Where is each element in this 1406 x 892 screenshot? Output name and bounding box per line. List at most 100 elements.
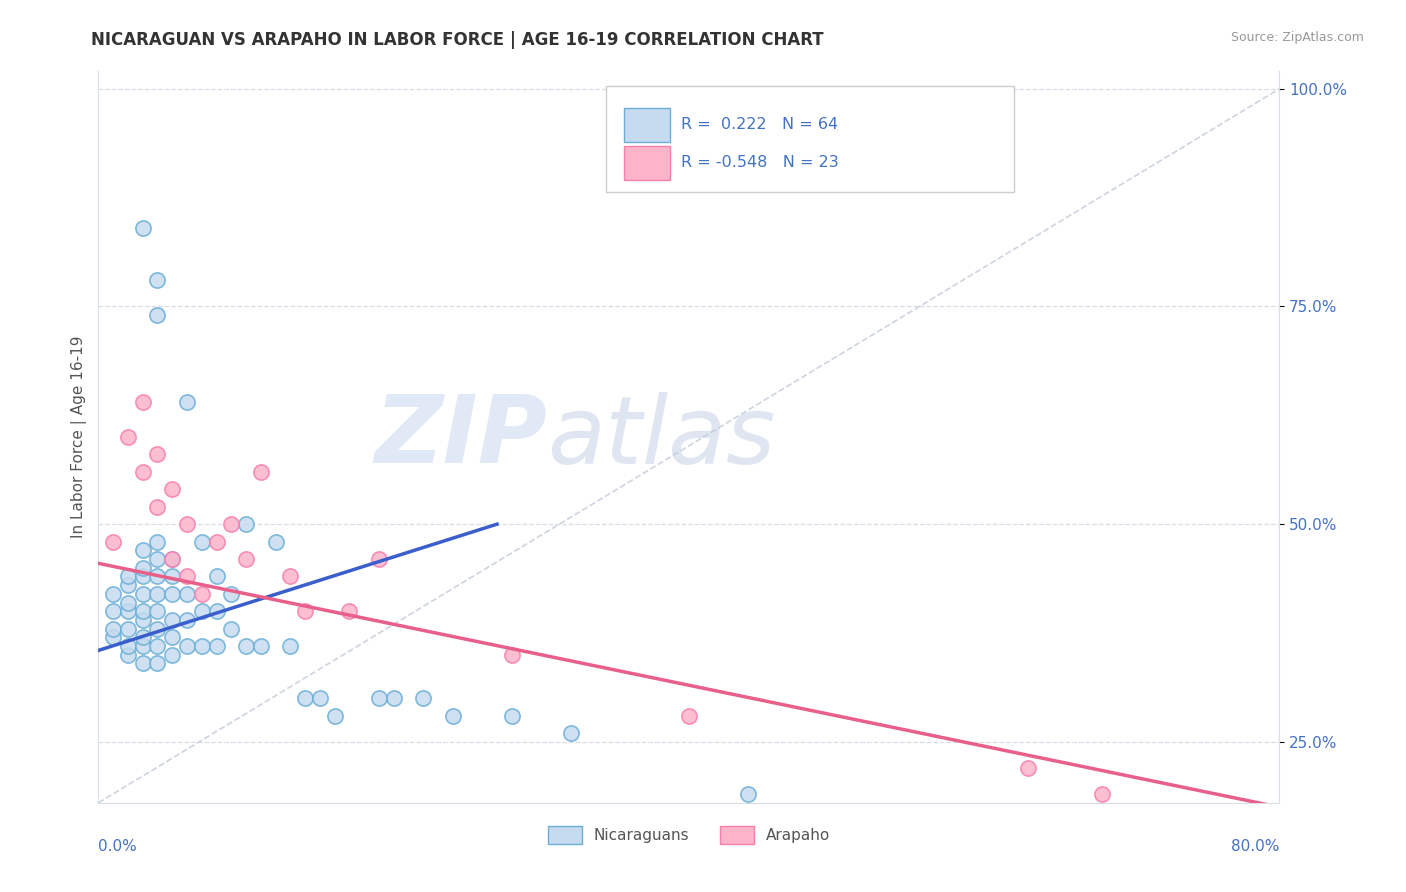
Point — [117, 604, 139, 618]
Point — [412, 691, 434, 706]
Point — [280, 639, 302, 653]
Point — [280, 569, 302, 583]
Point — [117, 648, 139, 662]
Point — [176, 613, 198, 627]
Point — [191, 604, 214, 618]
Point — [103, 587, 125, 601]
Point — [191, 639, 214, 653]
Point — [235, 639, 257, 653]
Point — [205, 534, 228, 549]
Point — [117, 639, 139, 653]
Point — [382, 691, 405, 706]
Point — [264, 534, 287, 549]
Point — [146, 639, 169, 653]
Point — [132, 221, 155, 235]
Point — [162, 613, 183, 627]
Text: NICARAGUAN VS ARAPAHO IN LABOR FORCE | AGE 16-19 CORRELATION CHART: NICARAGUAN VS ARAPAHO IN LABOR FORCE | A… — [91, 31, 824, 49]
Point — [162, 483, 183, 497]
Point — [146, 448, 169, 462]
Point — [162, 587, 183, 601]
Point — [560, 726, 582, 740]
Point — [501, 648, 523, 662]
Point — [132, 657, 155, 671]
Point — [146, 534, 169, 549]
Point — [250, 465, 273, 479]
FancyBboxPatch shape — [624, 108, 671, 142]
Point — [132, 631, 155, 645]
Point — [103, 631, 125, 645]
Point — [117, 595, 139, 609]
Point — [146, 569, 169, 583]
Point — [162, 631, 183, 645]
Point — [235, 517, 257, 532]
Point — [368, 691, 391, 706]
Point — [103, 534, 125, 549]
Point — [146, 604, 169, 618]
Point — [132, 639, 155, 653]
Text: atlas: atlas — [547, 392, 776, 483]
Point — [221, 517, 243, 532]
Point — [737, 787, 759, 801]
Point — [176, 587, 198, 601]
Point — [162, 552, 183, 566]
Text: R = -0.548   N = 23: R = -0.548 N = 23 — [681, 155, 838, 170]
Point — [132, 569, 155, 583]
Point — [103, 604, 125, 618]
Point — [221, 587, 243, 601]
Point — [191, 587, 214, 601]
Point — [146, 587, 169, 601]
Point — [205, 569, 228, 583]
Point — [146, 657, 169, 671]
Point — [250, 639, 273, 653]
Text: ZIP: ZIP — [374, 391, 547, 483]
Point — [132, 395, 155, 409]
Text: Source: ZipAtlas.com: Source: ZipAtlas.com — [1230, 31, 1364, 45]
Point — [132, 560, 155, 574]
Point — [309, 691, 332, 706]
Text: 0.0%: 0.0% — [98, 839, 138, 855]
Y-axis label: In Labor Force | Age 16-19: In Labor Force | Age 16-19 — [72, 335, 87, 539]
Point — [1018, 761, 1040, 775]
FancyBboxPatch shape — [606, 86, 1014, 192]
FancyBboxPatch shape — [624, 146, 671, 179]
Point — [146, 622, 169, 636]
Point — [235, 552, 257, 566]
Text: 80.0%: 80.0% — [1232, 839, 1279, 855]
Point — [368, 552, 391, 566]
Point — [162, 569, 183, 583]
Point — [176, 639, 198, 653]
Point — [205, 639, 228, 653]
Point — [176, 395, 198, 409]
Point — [146, 308, 169, 322]
Point — [117, 578, 139, 592]
Point — [132, 543, 155, 558]
Point — [132, 613, 155, 627]
Point — [176, 569, 198, 583]
Point — [146, 273, 169, 287]
Point — [132, 587, 155, 601]
Point — [294, 604, 316, 618]
Point — [132, 465, 155, 479]
Point — [339, 604, 361, 618]
Point — [162, 648, 183, 662]
Text: R =  0.222   N = 64: R = 0.222 N = 64 — [681, 117, 838, 132]
Point — [221, 622, 243, 636]
Point — [678, 708, 700, 723]
Point — [132, 604, 155, 618]
Point — [103, 622, 125, 636]
Point — [205, 604, 228, 618]
Point — [162, 552, 183, 566]
Point — [146, 552, 169, 566]
Point — [117, 569, 139, 583]
Point — [441, 708, 464, 723]
Point — [146, 500, 169, 514]
Point — [501, 708, 523, 723]
Point — [117, 430, 139, 444]
Legend: Nicaraguans, Arapaho: Nicaraguans, Arapaho — [541, 820, 837, 850]
Point — [117, 622, 139, 636]
Point — [176, 517, 198, 532]
Point — [294, 691, 316, 706]
Point — [1091, 787, 1114, 801]
Point — [323, 708, 346, 723]
Point — [191, 534, 214, 549]
